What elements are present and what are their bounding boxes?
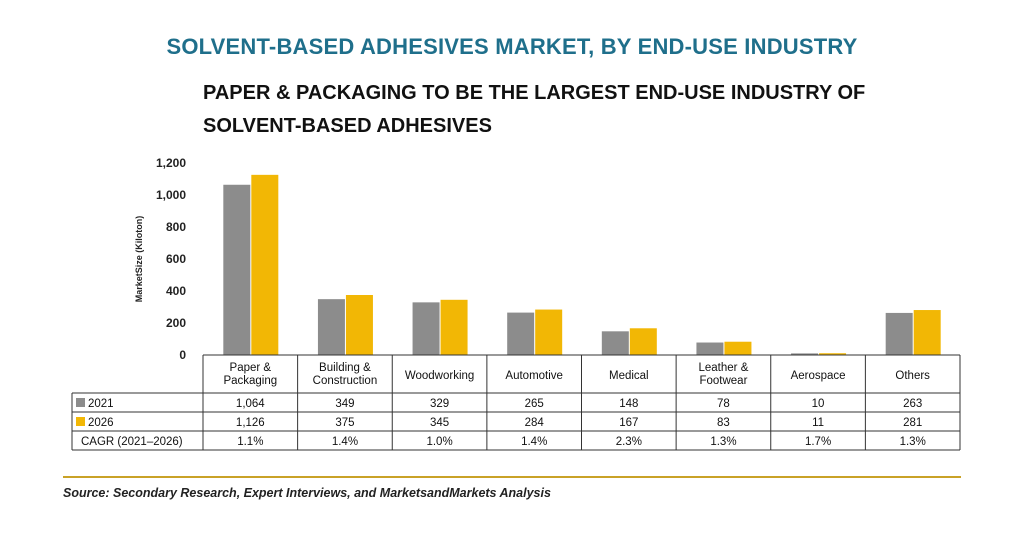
category-label: Leather & (699, 362, 749, 374)
y-axis-label: MarketSize (Kiloton) (134, 216, 144, 303)
bar-2021 (412, 302, 440, 355)
data-label-2021: 349 (335, 398, 354, 410)
category-label: Footwear (699, 375, 747, 387)
data-label-2021: 1,064 (236, 398, 265, 410)
bar-2021 (317, 299, 345, 355)
cagr-row-label: CAGR (2021–2026) (81, 436, 183, 448)
y-tick-label: 200 (166, 316, 186, 330)
data-label-2026: 375 (335, 417, 354, 429)
data-label-2021: 78 (717, 398, 730, 410)
data-label-2021: 10 (812, 398, 825, 410)
category-label: Packaging (223, 375, 277, 387)
y-tick-label: 600 (166, 252, 186, 266)
data-label-2026: 83 (717, 417, 730, 429)
data-label-2026: 1,126 (236, 417, 265, 429)
data-label-2026: 11 (812, 417, 824, 429)
legend-swatch-2021 (76, 398, 85, 407)
category-label: Building & (319, 362, 371, 374)
category-label: Woodworking (405, 370, 474, 382)
bar-2021 (791, 353, 819, 355)
cagr-value: 1.4% (332, 436, 358, 448)
bar-2026 (724, 341, 752, 355)
bar-2026 (251, 174, 279, 355)
legend-label: 2026 (88, 417, 114, 429)
cagr-value: 1.3% (710, 436, 736, 448)
y-tick-label: 400 (166, 284, 186, 298)
category-label: Aerospace (791, 370, 846, 382)
bar-2026 (629, 328, 657, 355)
data-label-2021: 263 (903, 398, 922, 410)
data-label-2026: 167 (619, 417, 638, 429)
cagr-value: 1.3% (900, 436, 926, 448)
y-tick-label: 1,000 (156, 188, 186, 202)
category-label: Construction (313, 375, 378, 387)
legend-swatch-2026 (76, 417, 85, 426)
bar-2021 (223, 184, 251, 355)
bar-2021 (696, 342, 724, 355)
cagr-value: 1.1% (237, 436, 263, 448)
cagr-value: 1.4% (521, 436, 547, 448)
source-divider (63, 476, 961, 478)
chart-subtitle: PAPER & PACKAGING TO BE THE LARGEST END-… (203, 82, 866, 137)
bar-2021 (507, 312, 535, 355)
category-label: Medical (609, 370, 649, 382)
cagr-value: 1.7% (805, 436, 831, 448)
bar-2026 (440, 299, 468, 355)
legend-label: 2021 (88, 398, 114, 410)
bar-2026 (345, 295, 373, 355)
data-label-2026: 281 (903, 417, 922, 429)
data-label-2021: 329 (430, 398, 449, 410)
category-label: Automotive (505, 370, 563, 382)
category-label: Paper & (230, 362, 272, 374)
data-label-2021: 265 (525, 398, 544, 410)
y-tick-label: 1,200 (156, 156, 186, 170)
y-tick-label: 0 (179, 348, 186, 362)
cagr-value: 2.3% (616, 436, 642, 448)
bar-2026 (819, 353, 847, 355)
source-note: Source: Secondary Research, Expert Inter… (63, 486, 551, 500)
bar-2026 (913, 310, 941, 355)
chart-title: SOLVENT-BASED ADHESIVES MARKET, BY END-U… (166, 34, 858, 59)
data-label-2021: 148 (619, 398, 638, 410)
category-label: Others (895, 370, 930, 382)
bar-2026 (535, 309, 563, 355)
cagr-value: 1.0% (426, 436, 452, 448)
data-label-2026: 345 (430, 417, 449, 429)
bar-2021 (885, 312, 913, 355)
y-tick-label: 800 (166, 220, 186, 234)
data-label-2026: 284 (525, 417, 545, 429)
bar-2021 (601, 331, 629, 355)
